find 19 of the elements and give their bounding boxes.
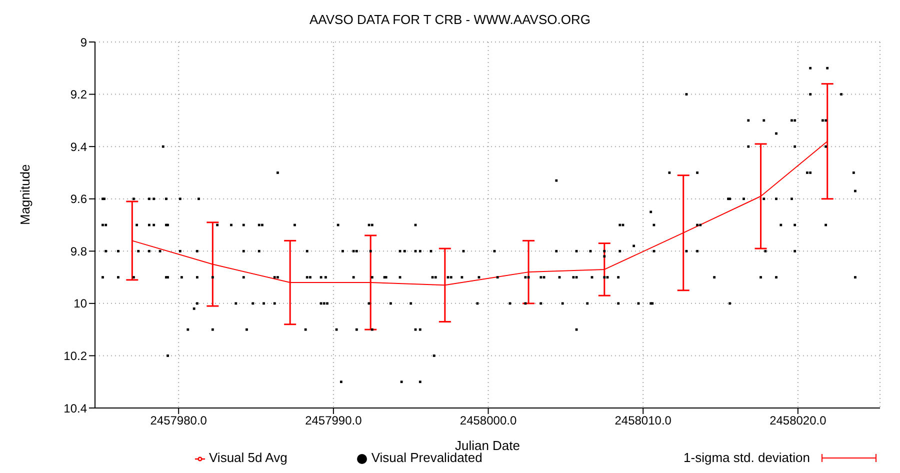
x-axis-title: Julian Date	[454, 438, 520, 453]
y-tick-label: 9.6	[70, 192, 88, 206]
y-tick-label: 10	[74, 296, 88, 311]
legend-label: Visual 5d Avg	[209, 450, 288, 465]
x-tick-label: 2457990.0	[305, 414, 362, 428]
y-tick-label: 9.4	[70, 140, 88, 154]
text: 1-sigma std. deviation	[684, 450, 810, 465]
legend-label: Visual Prevalidated	[371, 450, 482, 465]
y-tick-label: 9	[80, 35, 88, 50]
x-tick-label: 2458000.0	[460, 414, 517, 428]
x-tick-label: 2458020.0	[770, 414, 827, 428]
chart-title: AAVSO DATA FOR T CRB - WWW.AAVSO.ORG	[308, 12, 592, 27]
x-tick-label: 2457980.0	[150, 414, 208, 428]
y-axis-title: Magnitude	[18, 164, 33, 225]
y-tick-label: 10.4	[64, 401, 88, 416]
x-tick-label: 2458010.0	[614, 414, 672, 428]
y-tick-label: 9.8	[70, 244, 88, 258]
y-tick-label: 9.2	[70, 88, 88, 102]
y-tick-label: 10.2	[64, 348, 88, 363]
